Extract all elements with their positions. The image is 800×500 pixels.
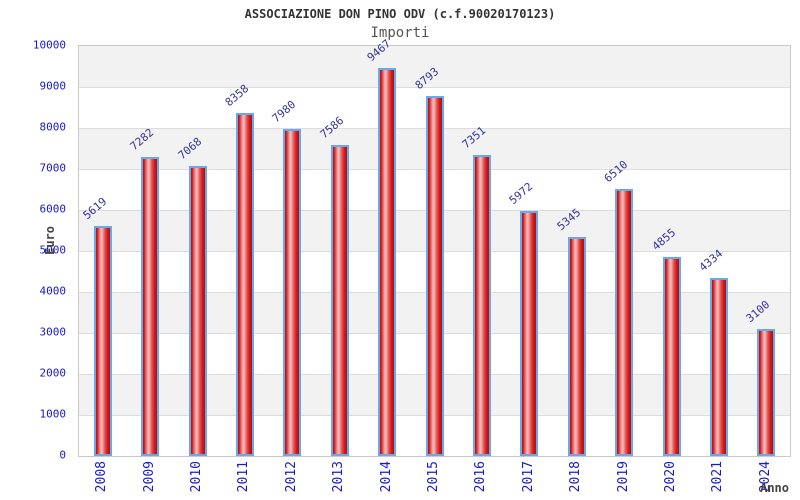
bar: 7980 [270,98,302,456]
bar-value-label: 7282 [127,126,157,154]
bar-value-label: 4334 [696,247,726,275]
bar-group: 5619 7282 7068 8358 7980 7586 9467 8793 7351 5972… [79,37,790,456]
y-tick-label: 3000 [39,325,67,339]
bar: 8358 [223,82,254,456]
x-tick-slot: 2020 [647,461,694,500]
y-tick-label: 1000 [39,407,67,421]
x-tick-label: 2011 [236,461,252,493]
x-tick-slot: 2017 [505,461,552,500]
bar-slot: 8793 [411,46,458,456]
chart-title: ASSOCIAZIONE DON PINO ODV (c.f.900201701… [244,7,556,21]
y-tick-label: 10000 [32,38,66,52]
bar: 7586 [317,114,349,456]
x-tick-slot: 2014 [362,461,409,500]
x-tick-label: 2020 [663,461,679,493]
bar-slot: 4855 [648,46,695,456]
x-tick-label: 2019 [615,461,631,493]
y-tick-label: 7000 [39,161,67,175]
x-tick-slot: 2008 [78,461,125,500]
gridline [79,87,790,88]
y-tick-label: 5000 [39,243,67,257]
bar-slot: 7980 [269,46,316,456]
y-tick-label: 0 [59,448,66,462]
x-axis-tick-labels: 2008 2009 2010 2011 2012 2013 2014 2015 2016 2017… [78,461,789,500]
bar-value-label: 7068 [175,135,204,163]
x-tick-label: 2018 [568,461,584,493]
bar-slot: 9467 [363,37,410,456]
x-tick-label: 2012 [283,461,299,493]
x-tick-label: 2015 [426,461,442,493]
y-tick-label: 9000 [39,79,67,93]
x-tick-slot: 2016 [457,461,504,500]
bar: 8793 [412,65,444,456]
x-tick-label: 2008 [94,461,110,493]
bar-slot: 5345 [553,46,600,456]
x-tick-slot: 2019 [599,461,646,500]
x-tick-slot: 2012 [268,461,315,500]
x-tick-label: 2010 [189,461,205,493]
bar-slot: 5619 [79,46,126,456]
x-tick-slot: 2018 [552,461,599,500]
bar-value-label: 8793 [412,64,441,92]
x-tick-label: 2009 [141,461,157,493]
bar: 3100 [744,298,776,456]
bar-slot: 5972 [506,46,553,456]
bar-slot: 7068 [174,46,221,456]
bar: 5345 [554,206,586,456]
y-tick-label: 6000 [39,202,67,216]
x-tick-slot: 2021 [694,461,741,500]
bar-value-label: 8358 [222,82,252,110]
x-tick-label: 2013 [331,461,347,493]
x-tick-label: 2021 [710,461,726,493]
x-axis-title: Anno [760,481,789,495]
bar-slot: 6510 [600,46,647,456]
y-tick-label: 2000 [39,366,67,380]
bar-value-label: 3100 [744,297,773,325]
y-tick-label: 8000 [39,120,67,134]
bar: 6510 [602,158,634,456]
x-tick-slot: 2015 [410,461,457,500]
bar-value-label: 7586 [317,113,347,141]
bar-slot: 3100 [743,46,790,456]
chart-subtitle: Importi [370,25,430,41]
x-tick-slot: 2009 [125,461,172,500]
bar-value-label: 7980 [269,97,299,125]
bar: 4334 [697,247,728,456]
x-tick-label: 2016 [473,461,489,493]
x-tick-label: 2017 [520,461,536,493]
bar-slot: 4334 [695,46,742,456]
bar-value-label: 5972 [507,180,536,208]
x-tick-slot: 2011 [220,461,267,500]
bar: 9467 [365,37,397,456]
bar: 7068 [175,135,207,456]
bar-value-label: 5345 [554,205,584,233]
bar: 4855 [649,226,681,456]
x-tick-label: 2014 [378,461,394,493]
x-tick-slot: 2010 [173,461,220,500]
y-axis-tick-labels: 0 1000 2000 3000 4000 5000 6000 7000 8000 9000 100… [0,39,72,462]
bar-value-label: 7351 [459,123,489,151]
bar: 7282 [128,126,160,456]
bar-slot: 8358 [221,46,268,456]
y-axis-title-text: Euro [43,226,57,255]
plot-area: 5619 7282 7068 8358 7980 7586 9467 8793 7351 5972… [78,37,791,457]
bar-value-label: 5619 [80,194,110,222]
bar-value-label: 6510 [601,158,631,186]
x-tick-slot: 2013 [315,461,362,500]
bar: 5619 [80,195,112,456]
y-axis-title: Euro [43,226,57,259]
bar: 5972 [507,180,539,456]
bar-slot: 7586 [316,46,363,456]
bar: 7351 [460,124,491,456]
y-tick-label: 4000 [39,284,67,298]
bar-slot: 7351 [458,46,505,456]
bar-value-label: 4855 [649,225,678,253]
bar-slot: 7282 [126,46,173,456]
